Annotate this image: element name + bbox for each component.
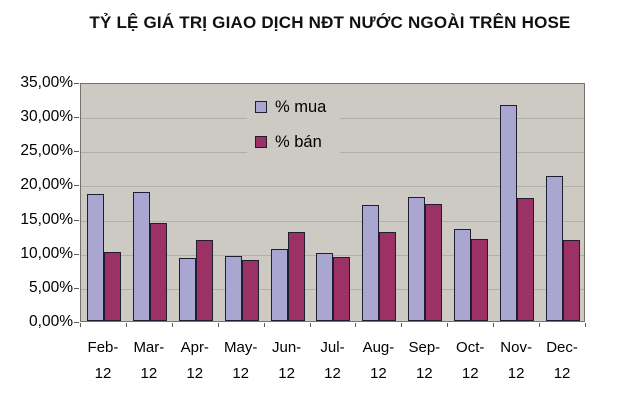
bar-mua-Dec-12 <box>546 176 564 321</box>
bar-ban-Apr-12 <box>195 240 213 321</box>
x-tick-mark <box>493 323 494 327</box>
bar-group-Sep-12 <box>402 84 448 321</box>
x-tick-label-Dec-12: Dec- 12 <box>546 339 578 382</box>
bar-mua-Apr-12 <box>178 258 196 321</box>
bar-mua-Jul-12 <box>316 253 334 321</box>
y-tick-label: 25,00% <box>20 142 73 159</box>
bar-ban-Aug-12 <box>379 232 397 321</box>
legend-label-ban: % bán <box>275 132 322 151</box>
bar-mua-Sep-12 <box>408 197 426 321</box>
gridline <box>81 221 584 222</box>
bar-ban-Dec-12 <box>563 240 581 321</box>
x-tick-mark <box>218 323 219 327</box>
x-tick-mark <box>447 323 448 327</box>
bar-group-Mar-12 <box>127 84 173 321</box>
x-tick-mark <box>126 323 127 327</box>
bar-group-Oct-12 <box>448 84 494 321</box>
y-tick-mark <box>74 185 79 186</box>
bar-ban-Sep-12 <box>425 204 443 321</box>
x-tick-mark <box>355 323 356 327</box>
x-tick-mark <box>310 323 311 327</box>
bar-ban-Oct-12 <box>471 239 489 321</box>
bar-ban-Mar-12 <box>149 223 167 321</box>
bar-mua-Mar-12 <box>132 192 150 321</box>
y-tick-label: 15,00% <box>20 211 73 228</box>
x-tick-label-Mar-12: Mar- 12 <box>133 339 165 382</box>
x-tick-label-Apr-12: Apr- 12 <box>180 339 209 382</box>
x-tick-mark <box>80 323 81 327</box>
bar-group-Jun-12 <box>265 84 311 321</box>
bar-group-Feb-12 <box>81 84 127 321</box>
y-tick-label: 35,00% <box>20 74 73 91</box>
x-tick-label-Sep-12: Sep- 12 <box>408 339 441 382</box>
bar-mua-Oct-12 <box>454 229 472 321</box>
x-tick-mark <box>401 323 402 327</box>
bar-mua-Jun-12 <box>270 249 288 321</box>
y-tick-label: 30,00% <box>20 108 73 125</box>
x-tick-mark <box>172 323 173 327</box>
bar-mua-Nov-12 <box>500 105 518 321</box>
bar-mua-Aug-12 <box>362 205 380 321</box>
y-tick-mark <box>74 151 79 152</box>
x-tick-label-Jun-12: Jun- 12 <box>271 339 302 382</box>
y-tick-mark <box>74 83 79 84</box>
bar-ban-Feb-12 <box>103 252 121 321</box>
bar-mua-Feb-12 <box>86 194 104 321</box>
y-tick-label: 5,00% <box>29 279 73 296</box>
y-tick-mark <box>74 322 79 323</box>
bar-ban-Jul-12 <box>333 257 351 321</box>
x-tick-mark <box>264 323 265 327</box>
x-tick-label-May-12: May- 12 <box>224 339 258 382</box>
legend: % mua % bán <box>247 92 341 170</box>
plot-area: % mua % bán <box>80 83 585 322</box>
bar-group-Jul-12 <box>311 84 357 321</box>
x-tick-mark <box>539 323 540 327</box>
y-tick-mark <box>74 117 79 118</box>
bar-mua-May-12 <box>224 256 242 321</box>
y-tick-mark <box>74 220 79 221</box>
legend-swatch-ban-icon <box>255 136 267 148</box>
gridline <box>81 186 584 187</box>
y-tick-mark <box>74 254 79 255</box>
x-tick-label-Jul-12: Jul- 12 <box>320 339 345 382</box>
legend-label-mua: % mua <box>275 97 327 116</box>
bar-ban-Jun-12 <box>287 232 305 321</box>
legend-item-mua: % mua <box>255 96 326 118</box>
legend-item-ban: % bán <box>255 131 326 153</box>
y-tick-mark <box>74 288 79 289</box>
legend-swatch-mua-icon <box>255 101 267 113</box>
x-tick-label-Aug-12: Aug- 12 <box>362 339 395 382</box>
bar-group-May-12 <box>219 84 265 321</box>
x-tick-mark <box>585 323 586 327</box>
x-tick-label-Oct-12: Oct- 12 <box>456 339 485 382</box>
bar-group-Nov-12 <box>494 84 540 321</box>
bar-group-Apr-12 <box>173 84 219 321</box>
bar-ban-Nov-12 <box>517 198 535 321</box>
chart-title: TỶ LỆ GIÁ TRỊ GIAO DỊCH NĐT NƯỚC NGOÀI T… <box>89 13 571 32</box>
bar-group-Dec-12 <box>540 84 586 321</box>
x-tick-label-Feb-12: Feb- 12 <box>87 339 119 382</box>
y-tick-label: 10,00% <box>20 245 73 262</box>
bar-ban-May-12 <box>241 260 259 321</box>
y-tick-label: 20,00% <box>20 176 73 193</box>
x-tick-label-Nov-12: Nov- 12 <box>500 339 532 382</box>
y-tick-label: 0,00% <box>29 313 73 330</box>
bar-group-Aug-12 <box>356 84 402 321</box>
